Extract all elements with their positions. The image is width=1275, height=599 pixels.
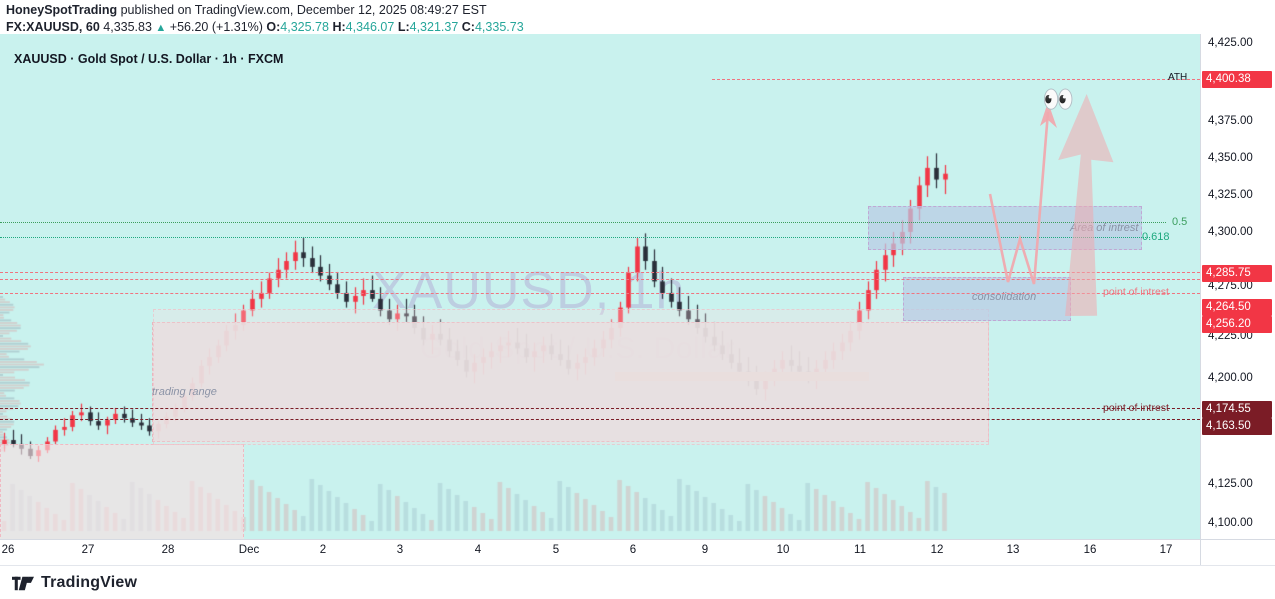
- price-tick: 4,325.00: [1208, 189, 1253, 201]
- time-tick: 27: [81, 544, 95, 556]
- level-label-point-of-intrest-lower: point of intrest: [1103, 402, 1169, 414]
- level-line-4174[interactable]: [0, 408, 1200, 409]
- time-tick: 26: [1, 544, 15, 556]
- fib-line-0-618[interactable]: [0, 237, 1150, 238]
- time-tick: 2: [319, 544, 327, 556]
- level-label-point-of-intrest-upper: point of intrest: [1103, 286, 1169, 298]
- low-value: 4,321.37: [409, 20, 459, 34]
- price-badge-4264[interactable]: 4,264.50: [1202, 299, 1272, 316]
- up-triangle-icon: ▲: [155, 22, 167, 34]
- price-axis[interactable]: 4,425.00 4,375.00 4,350.00 4,325.00 4,30…: [1200, 34, 1275, 539]
- time-tick: Dec: [238, 544, 260, 556]
- price-tick: 4,375.00: [1208, 115, 1253, 127]
- high-key: H:: [332, 20, 346, 34]
- tradingview-logo[interactable]: TradingView: [12, 574, 137, 592]
- tradingview-wordmark: TradingView: [41, 574, 138, 591]
- time-axis[interactable]: 26 27 28 Dec 2 3 4 5 6 9 10 11 12 13 16 …: [0, 539, 1275, 566]
- price-tick: 4,350.00: [1208, 152, 1253, 164]
- time-tick: 11: [854, 544, 866, 556]
- time-tick: 17: [1159, 544, 1173, 556]
- time-tick: 6: [629, 544, 637, 556]
- zone-label-consolidation: consolidation: [972, 291, 1037, 303]
- zone-pink-box-upper[interactable]: [153, 309, 989, 445]
- close-key: C:: [461, 20, 475, 34]
- time-tick: 5: [552, 544, 560, 556]
- price-tick: 4,200.00: [1208, 372, 1253, 384]
- price-badge-4163[interactable]: 4,163.50: [1202, 418, 1272, 435]
- zone-label-area-of-intrest: Area of intrest: [1070, 222, 1139, 234]
- author-name: HoneySpotTrading: [6, 3, 118, 17]
- price-badge-4256[interactable]: 4,256.20: [1202, 316, 1272, 333]
- level-line-4163[interactable]: [0, 419, 1200, 420]
- price-tick: 4,225.00: [1208, 330, 1253, 342]
- price-tick: 4,300.00: [1208, 226, 1253, 238]
- zone-pink-box[interactable]: [0, 444, 244, 539]
- open-key: O:: [266, 20, 281, 34]
- close-value: 4,335.73: [474, 20, 524, 34]
- tradingview-mark-icon: [12, 576, 34, 590]
- fib-line-0-5[interactable]: [0, 222, 1166, 223]
- low-key: L:: [397, 20, 410, 34]
- zone-trading-range[interactable]: [152, 322, 989, 442]
- pane-title: XAUUSD · Gold Spot / U.S. Dollar · 1h · …: [14, 52, 284, 66]
- price-tick: 4,100.00: [1208, 517, 1253, 529]
- zone-label-trading-range: trading range: [152, 386, 217, 398]
- level-line-4285[interactable]: [0, 272, 1200, 273]
- price-tick: 4,425.00: [1208, 37, 1253, 49]
- time-tick: 9: [701, 544, 709, 556]
- time-tick: 13: [1006, 544, 1020, 556]
- fib-label-0-618: 0.618: [1142, 231, 1170, 243]
- time-tick: 10: [776, 544, 790, 556]
- price-tick: 4,275.00: [1208, 280, 1253, 292]
- level-label-ath: ATH: [1168, 72, 1188, 83]
- publish-text: published on TradingView.com, December 1…: [120, 3, 487, 17]
- time-tick: 16: [1083, 544, 1097, 556]
- price-badge-ath[interactable]: 4,400.38: [1202, 71, 1272, 88]
- level-line-4264[interactable]: [0, 279, 1200, 280]
- price-change-value: +56.20 (+1.31%): [169, 20, 263, 34]
- chart-pane[interactable]: XAUUSD, 1h Gold Spot / U.S. Dollar tradi…: [0, 34, 1200, 539]
- time-tick: 28: [161, 544, 175, 556]
- price-badge-4174[interactable]: 4,174.55: [1202, 401, 1272, 418]
- level-line-ath[interactable]: [712, 79, 1200, 80]
- quote-line: FX:XAUUSD, 60 4,335.83 ▲ +56.20 (+1.31%)…: [6, 20, 524, 34]
- last-price-value: 4,335.83: [103, 20, 152, 34]
- price-tick: 4,125.00: [1208, 478, 1253, 490]
- time-tick: 3: [396, 544, 404, 556]
- time-tick: 12: [930, 544, 944, 556]
- footer-bar: TradingView: [0, 565, 1275, 599]
- symbol-interval-label[interactable]: FX:XAUUSD, 60: [6, 20, 100, 34]
- eyes-emoji-icon: 👀: [1042, 84, 1074, 114]
- level-line-4256[interactable]: [0, 293, 1200, 294]
- fib-label-0-5: 0.5: [1172, 216, 1188, 228]
- price-badge-4285[interactable]: 4,285.75: [1202, 265, 1272, 282]
- time-tick: 4: [474, 544, 482, 556]
- open-value: 4,325.78: [280, 20, 329, 34]
- chart-header: HoneySpotTrading published on TradingVie…: [0, 0, 1275, 34]
- publish-line: HoneySpotTrading published on TradingVie…: [6, 3, 487, 17]
- high-value: 4,346.07: [345, 20, 395, 34]
- axis-separator: [1200, 540, 1201, 566]
